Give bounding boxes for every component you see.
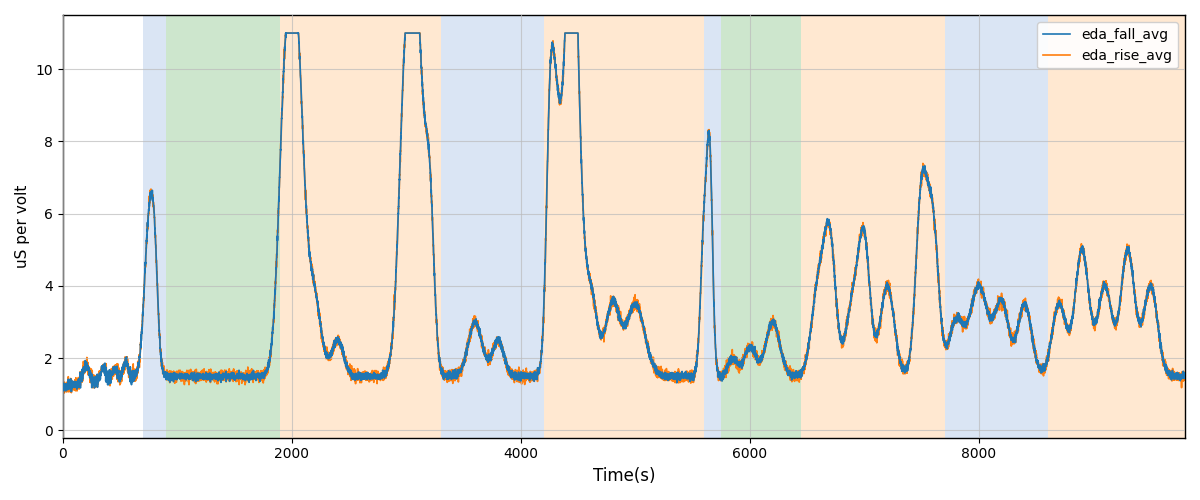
Line: eda_fall_avg: eda_fall_avg: [62, 33, 1184, 392]
eda_rise_avg: [720, 367, 734, 373]
eda_rise_avg: [210, 370, 224, 376]
eda_rise_avg: [1177, 376, 1192, 382]
eda_rise_avg: [58, 390, 72, 396]
eda_fall_avg: [1177, 372, 1192, 378]
Y-axis label: uS per volt: uS per volt: [16, 184, 30, 268]
eda_fall_avg: [55, 382, 70, 388]
Bar: [544, 15, 704, 438]
eda_fall_avg: [278, 30, 293, 36]
Line: eda_rise_avg: eda_rise_avg: [62, 33, 1184, 393]
eda_rise_avg: [85, 368, 100, 374]
Bar: [281, 15, 440, 438]
eda_fall_avg: [210, 371, 224, 377]
Bar: [440, 15, 544, 438]
eda_rise_avg: [877, 292, 892, 298]
eda_rise_avg: [55, 382, 70, 388]
Bar: [704, 15, 721, 438]
eda_fall_avg: [720, 368, 734, 374]
eda_fall_avg: [877, 292, 892, 298]
Bar: [1048, 15, 1186, 438]
Bar: [143, 15, 166, 438]
eda_fall_avg: [85, 372, 100, 378]
Bar: [944, 15, 1048, 438]
Legend: eda_fall_avg, eda_rise_avg: eda_fall_avg, eda_rise_avg: [1037, 22, 1178, 68]
Bar: [166, 15, 281, 438]
eda_rise_avg: [360, 375, 374, 381]
X-axis label: Time(s): Time(s): [593, 467, 655, 485]
eda_rise_avg: [278, 30, 293, 36]
Bar: [721, 15, 802, 438]
eda_rise_avg: [175, 370, 190, 376]
eda_fall_avg: [360, 374, 374, 380]
Bar: [802, 15, 944, 438]
eda_fall_avg: [175, 375, 190, 381]
eda_fall_avg: [65, 388, 79, 394]
